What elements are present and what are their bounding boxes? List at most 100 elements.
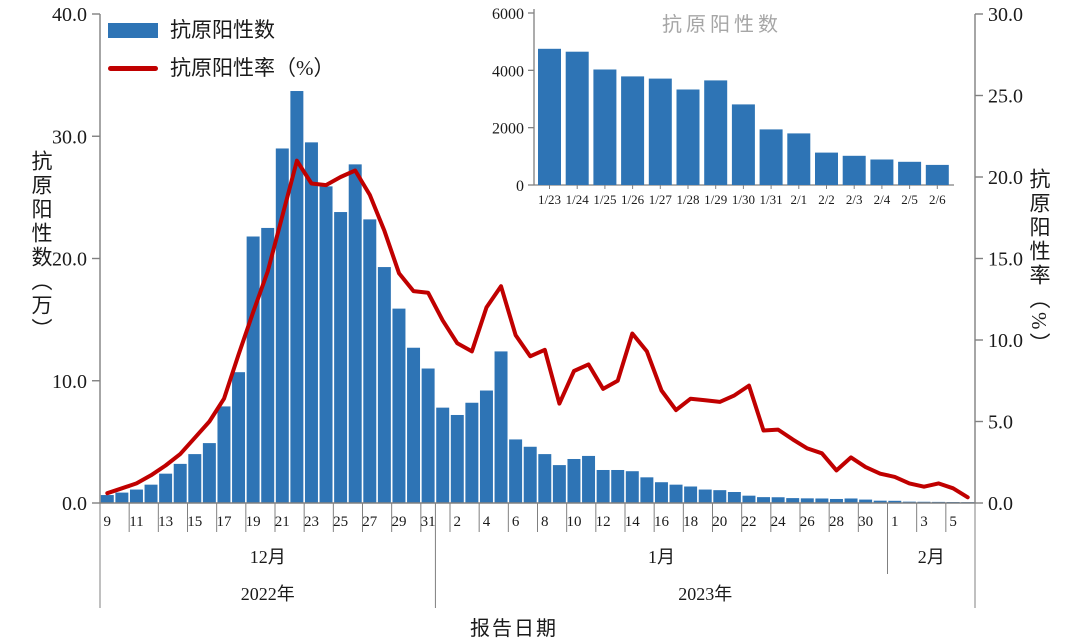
- inset-y-tick-label: 0: [516, 178, 524, 195]
- bar-12/17: [217, 406, 231, 503]
- bar-12/18: [232, 372, 246, 503]
- bar-12/31: [421, 368, 435, 503]
- left-tick-label: 10.0: [52, 371, 87, 393]
- bar-1/29: [844, 498, 858, 503]
- x-tick-label: 25: [333, 514, 348, 530]
- bar-1/30: [859, 499, 873, 503]
- legend-item-rate: 抗原阳性率（%）: [108, 58, 335, 79]
- x-tick-label: 4: [483, 514, 491, 530]
- bar-1/18: [684, 486, 698, 503]
- bar-1/10: [567, 458, 581, 503]
- left-tick-label: 20.0: [52, 249, 87, 271]
- x-tick-label: 29: [391, 514, 406, 530]
- right-tick-label: 5.0: [988, 412, 1013, 434]
- bar-12/13: [159, 473, 173, 503]
- bar-1/16: [654, 482, 668, 503]
- x-tick-label: 18: [683, 514, 698, 530]
- inset-bar-1/23: [538, 48, 561, 185]
- x-tick-label: 17: [216, 514, 232, 530]
- month-label: 2月: [918, 547, 945, 567]
- bar-12/27: [363, 219, 377, 503]
- x-tick-label: 21: [275, 514, 290, 530]
- legend: 抗原阳性数 抗原阳性率（%）: [108, 20, 335, 79]
- bar-12/19: [246, 236, 260, 503]
- bar-12/15: [188, 454, 202, 503]
- right-axis-title: 抗原阳性率（%）: [1027, 168, 1051, 357]
- inset-x-tick-label: 1/31: [760, 192, 783, 207]
- bar-12/9: [100, 495, 114, 503]
- month-label: 1月: [648, 547, 675, 567]
- left-tick-label: 0.0: [62, 493, 87, 515]
- bar-1/17: [669, 484, 683, 503]
- bar-1/25: [786, 498, 800, 503]
- x-axis-title: 报告日期: [470, 618, 558, 640]
- inset-x-tick-label: 1/30: [732, 192, 755, 207]
- inset-bar-2/5: [898, 161, 922, 185]
- inset-bar-2/6: [925, 164, 949, 185]
- bar-1/19: [698, 489, 712, 503]
- inset-bar-1/26: [621, 76, 645, 185]
- bar-12/29: [392, 308, 406, 503]
- legend-label-rate: 抗原阳性率（%）: [170, 56, 335, 80]
- bar-1/23: [757, 497, 771, 503]
- right-tick-label: 20.0: [988, 167, 1023, 189]
- bar-series-swatch-icon: [108, 23, 158, 38]
- bar-1/13: [611, 469, 625, 503]
- bar-12/25: [334, 212, 348, 504]
- bar-12/20: [261, 227, 275, 503]
- x-tick-label: 19: [246, 514, 261, 530]
- inset-x-tick-label: 2/1: [790, 192, 807, 207]
- bar-12/10: [115, 492, 129, 503]
- inset-x-tick-label: 1/29: [704, 192, 727, 207]
- right-tick-label: 10.0: [988, 330, 1023, 352]
- inset-bar-1/28: [676, 89, 700, 185]
- bar-1/22: [742, 495, 756, 503]
- bar-12/22: [290, 91, 304, 504]
- rate-line: [105, 158, 970, 500]
- bar-2/1: [888, 500, 902, 503]
- inset-y-tick-label: 6000: [492, 6, 524, 23]
- x-tick-label: 31: [421, 514, 436, 530]
- legend-item-count: 抗原阳性数: [108, 20, 335, 41]
- bar-1/26: [800, 498, 814, 503]
- line-series-swatch-icon: [108, 66, 158, 71]
- inset-x-tick-label: 1/24: [566, 192, 590, 207]
- inset-x-tick-label: 1/28: [676, 192, 699, 207]
- inset-y-tick-label: 2000: [492, 121, 524, 138]
- x-tick-label: 30: [858, 514, 873, 530]
- bar-1/6: [509, 439, 523, 503]
- bar-12/11: [129, 489, 143, 503]
- x-tick-label: 3: [920, 514, 928, 530]
- inset-x-tick-label: 1/25: [593, 192, 616, 207]
- bar-1/2: [450, 414, 464, 503]
- x-tick-label: 22: [741, 514, 756, 530]
- inset-bar-1/25: [593, 69, 617, 185]
- inset-bar-2/1: [787, 133, 811, 185]
- x-tick-label: 2: [454, 514, 462, 530]
- month-label: 12月: [250, 547, 286, 567]
- x-tick-label: 6: [512, 514, 520, 530]
- x-tick-label: 16: [654, 514, 670, 530]
- inset-bar-1/31: [759, 129, 783, 185]
- inset-chart-title: 抗原阳性数: [662, 14, 782, 36]
- bar-1/27: [815, 498, 829, 503]
- bar-1/7: [523, 446, 537, 503]
- bar-12/16: [202, 443, 216, 503]
- inset-x-tick-label: 2/6: [929, 192, 946, 207]
- bar-12/23: [304, 142, 318, 504]
- right-tick-label: 30.0: [988, 4, 1023, 26]
- inset-x-tick-label: 1/23: [538, 192, 561, 207]
- bar-1/20: [713, 490, 727, 503]
- x-tick-label: 1: [891, 514, 899, 530]
- bar-12/14: [173, 463, 187, 503]
- inset-x-tick-label: 1/27: [649, 192, 673, 207]
- x-tick-label: 24: [771, 514, 787, 530]
- year-label: 2023年: [678, 584, 732, 604]
- x-tick-label: 9: [104, 514, 112, 530]
- x-tick-label: 20: [712, 514, 727, 530]
- x-tick-label: 13: [158, 514, 173, 530]
- left-tick-label: 40.0: [52, 4, 87, 26]
- right-tick-label: 0.0: [988, 493, 1013, 515]
